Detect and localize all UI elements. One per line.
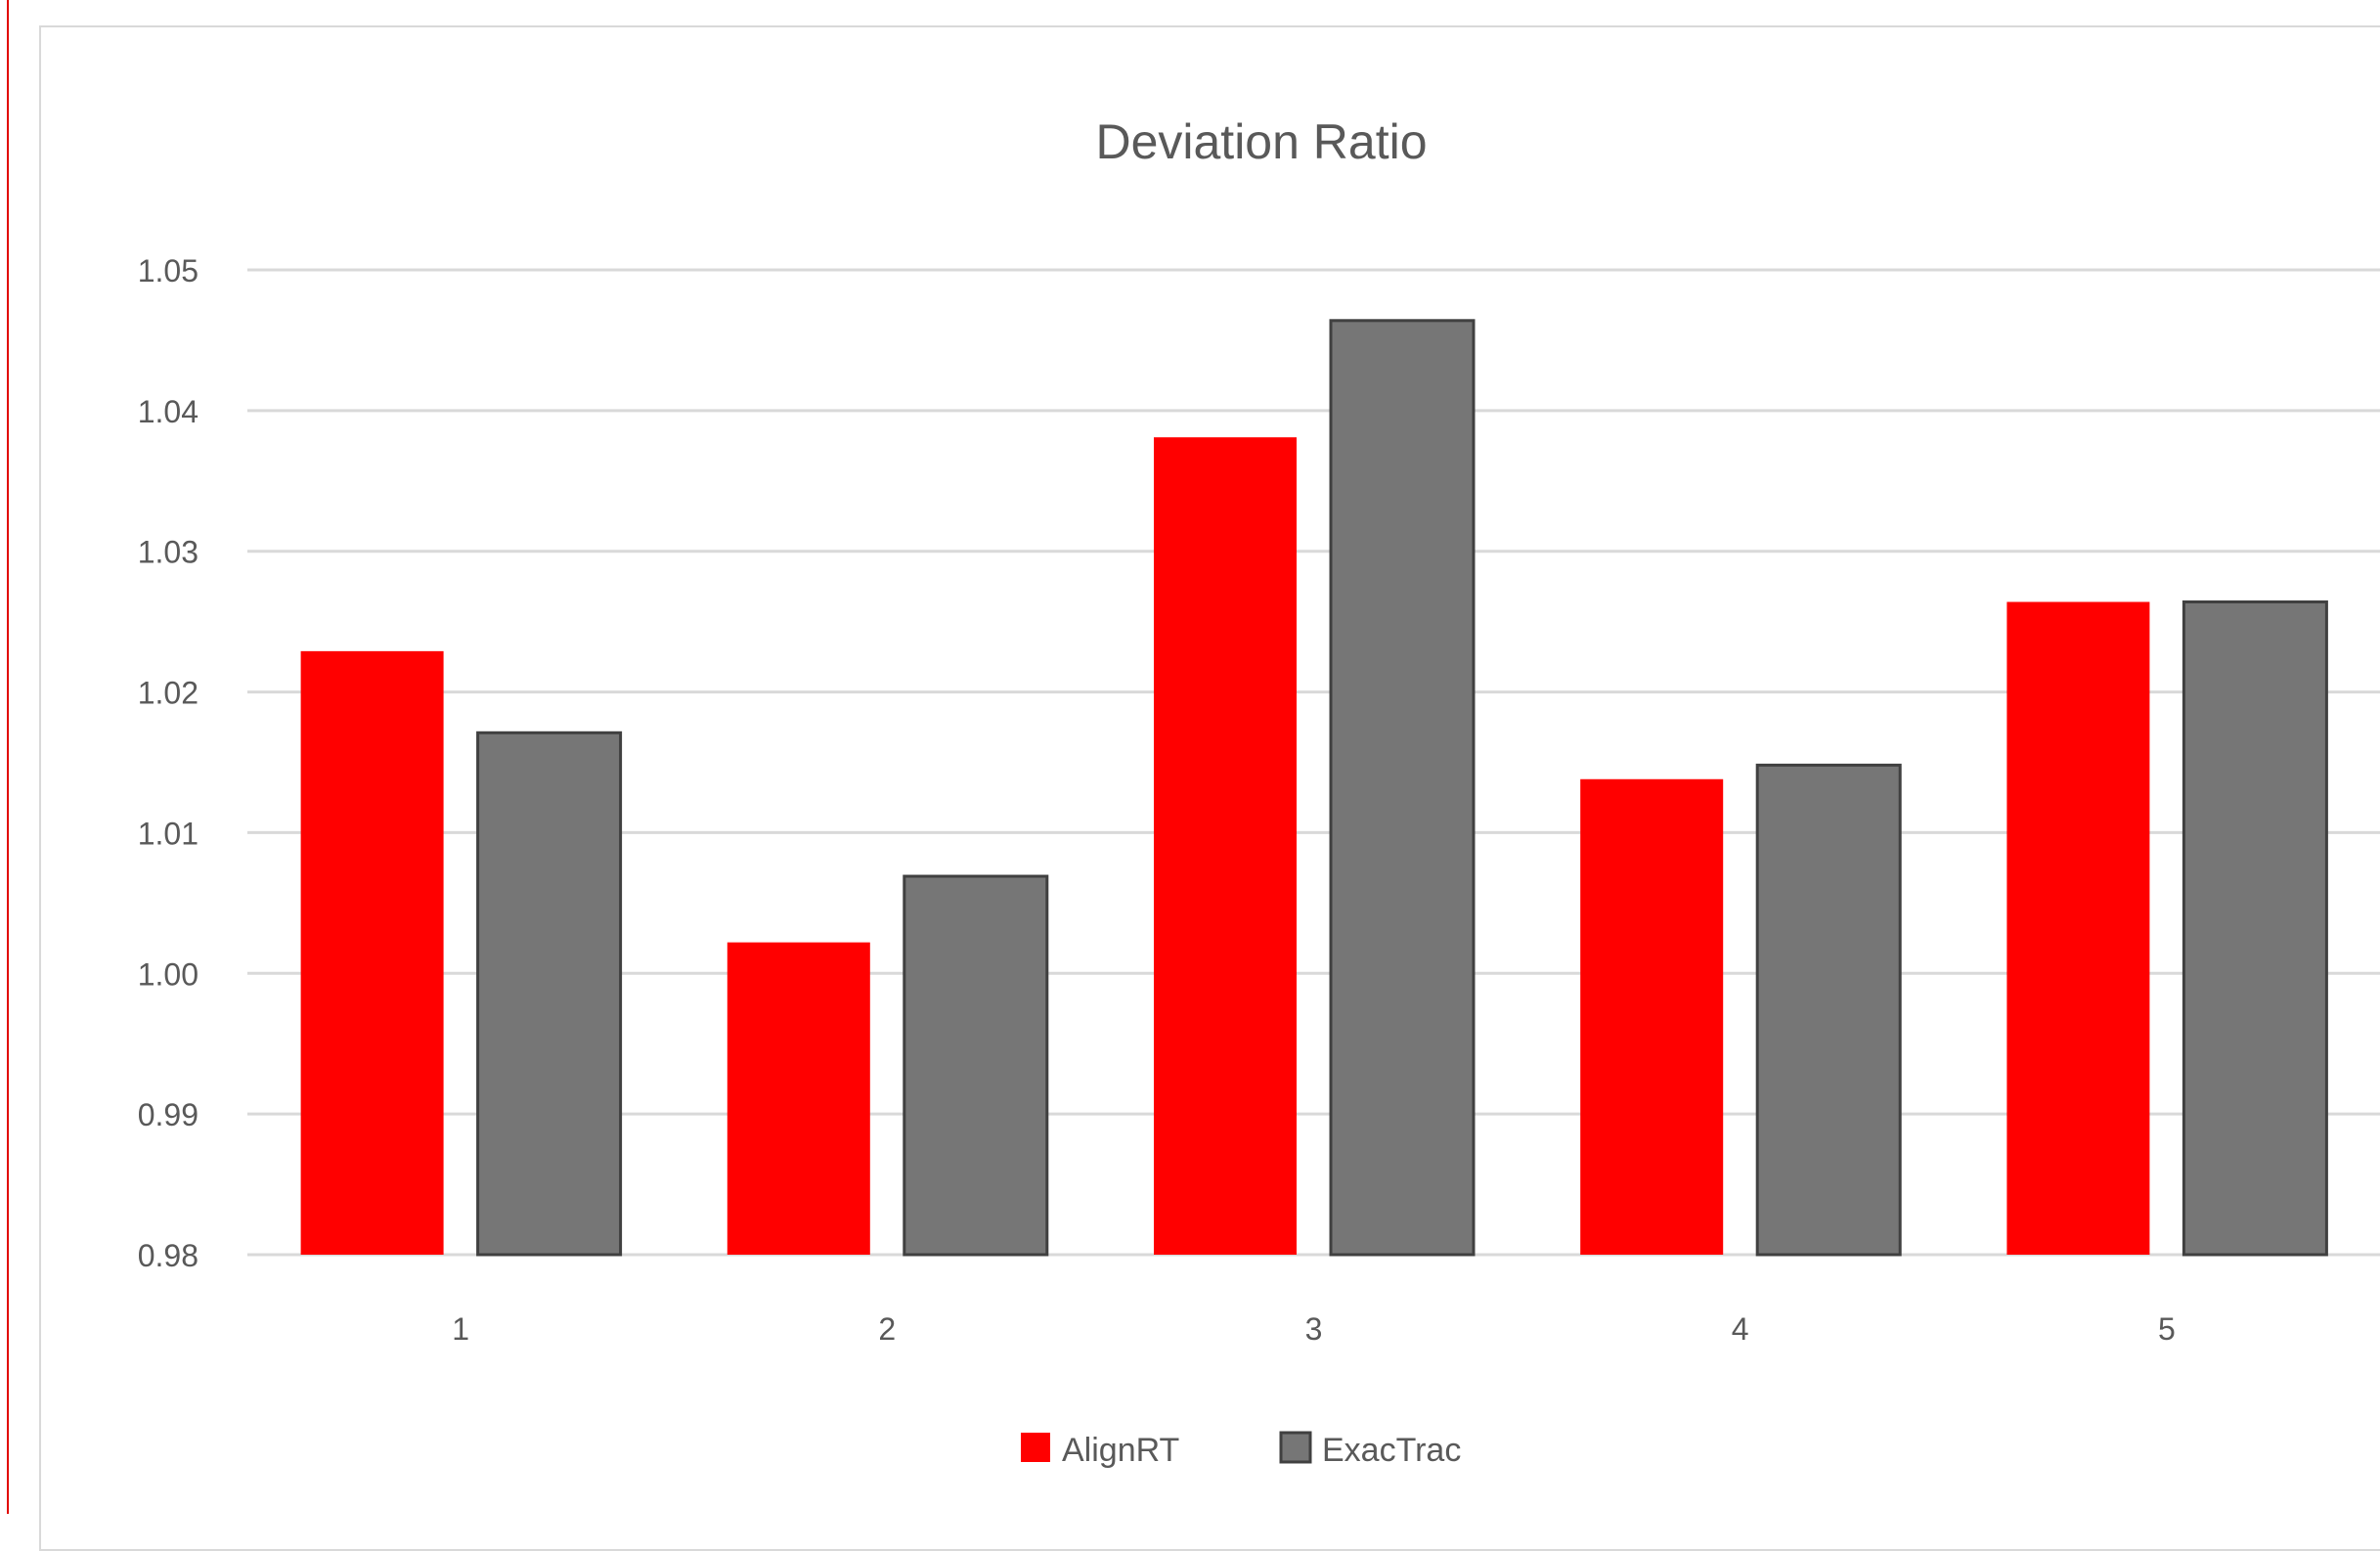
bar-exactrac-2 xyxy=(903,874,1049,1257)
y-tick-label: 1.03 xyxy=(138,535,198,570)
bar-alignrt-2 xyxy=(727,942,870,1255)
y-tick-label: 1.00 xyxy=(138,956,198,992)
x-tick-label: 2 xyxy=(878,1311,896,1347)
legend: AlignRT ExacTrac xyxy=(1021,1431,1461,1469)
x-axis-ticks: 1 2 3 4 5 xyxy=(452,1311,2176,1347)
x-tick-label: 5 xyxy=(2158,1311,2176,1347)
bar-exactrac-1 xyxy=(476,731,623,1257)
bar-exactrac-5 xyxy=(2182,600,2328,1257)
y-tick-label: 1.05 xyxy=(138,253,198,288)
legend-label-alignrt: AlignRT xyxy=(1062,1432,1179,1469)
left-border-line xyxy=(7,0,9,1514)
x-tick-label: 3 xyxy=(1305,1311,1323,1347)
chart-title: Deviation Ratio xyxy=(1095,114,1427,169)
x-tick-label: 4 xyxy=(1732,1311,1749,1347)
chart-canvas: Deviation Ratio 0.98 0.99 1.00 1.01 1.02 1.03… xyxy=(138,114,2380,1469)
y-axis-ticks: 0.98 0.99 1.00 1.01 1.02 1.03 1.04 1.05 xyxy=(138,253,198,1273)
legend-label-exactrac: ExacTrac xyxy=(1322,1432,1461,1469)
bar-exactrac-4 xyxy=(1755,763,1902,1257)
bar-alignrt-5 xyxy=(2006,601,2150,1255)
bars xyxy=(300,319,2328,1257)
x-tick-label: 1 xyxy=(452,1311,469,1347)
bar-exactrac-3 xyxy=(1329,319,1476,1257)
bar-alignrt-3 xyxy=(1154,437,1297,1255)
y-tick-label: 0.98 xyxy=(138,1238,198,1273)
y-tick-label: 1.04 xyxy=(138,394,198,429)
y-tick-label: 1.01 xyxy=(138,816,198,851)
y-tick-label: 1.02 xyxy=(138,676,198,711)
bar-alignrt-4 xyxy=(1580,778,1724,1255)
bar-alignrt-1 xyxy=(300,650,444,1255)
legend-swatch-exactrac xyxy=(1279,1431,1312,1464)
y-tick-label: 0.99 xyxy=(138,1097,198,1132)
legend-swatch-alignrt xyxy=(1021,1433,1050,1462)
